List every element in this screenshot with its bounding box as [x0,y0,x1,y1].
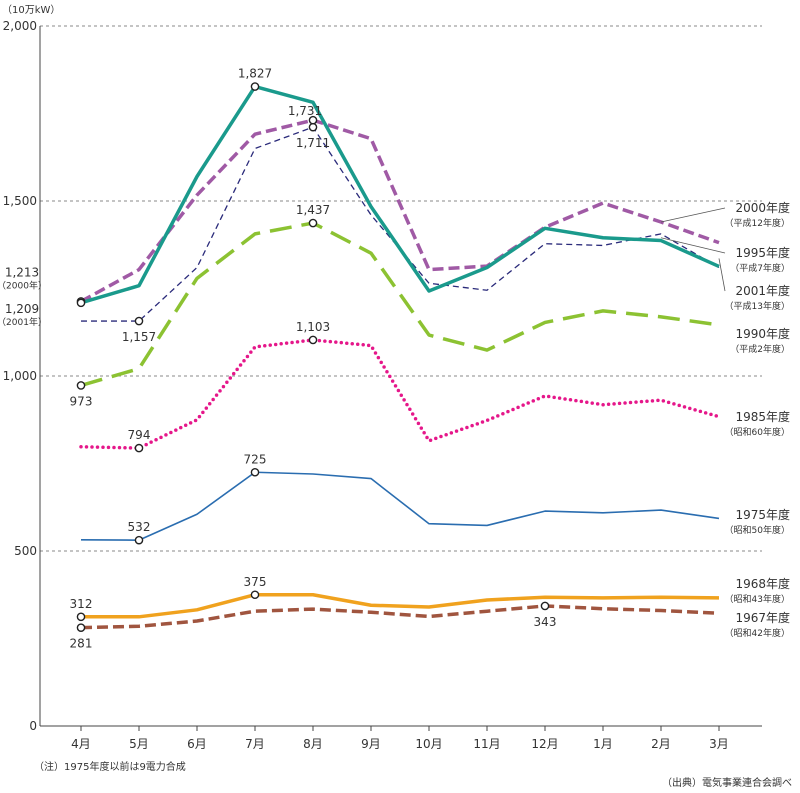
data-marker [250,82,260,91]
grid-lines [40,25,762,552]
legend-label: 2000年度 [735,200,790,215]
legend-label: 1975年度 [735,507,790,522]
legend-sublabel: （平成12年度） [725,217,790,229]
data-label-note: （2000年） [0,279,47,291]
legend-label: 1990年度 [735,326,790,341]
data-label: 1,209 [5,302,39,316]
data-label: 1,213 [5,265,39,279]
legend-sublabel: （昭和60年度） [725,426,790,438]
data-marker [76,612,86,622]
data-marker [134,535,144,545]
data-marker [308,335,318,345]
legend-connector [718,258,726,292]
data-label: 1,731 [288,104,322,118]
data-marker [250,467,260,477]
x-axis: 4月 5月 6月 7月 8月 9月 10月 11月 12月 1月 2月 3月 [40,725,762,751]
legend-sublabel: （昭和42年度） [725,627,790,639]
data-label: 725 [244,452,267,466]
data-label: 375 [244,575,267,589]
legend-sublabel: （平成7年度） [730,262,790,274]
data-marker [76,381,86,390]
data-marker [308,115,318,125]
data-marker [134,316,144,326]
x-tick-label: 10月 [415,737,442,751]
footnote: （注）1975年度以前は9電力合成 [34,760,186,773]
legend-label: 1985年度 [735,409,790,424]
legend-label: 1968年度 [735,576,790,591]
data-label: 973 [70,394,93,408]
x-tick-label: 4月 [71,737,91,751]
data-label: 312 [70,597,93,611]
legend-label: 1995年度 [735,245,790,260]
y-tick-label: 2,000 [3,19,37,33]
data-marker [134,443,144,453]
legend-connector [660,207,726,223]
data-marker [540,601,550,611]
data-marker [308,122,318,132]
series-lines [79,84,721,630]
y-tick-label: 0 [29,719,37,733]
series-line-1985年度 [79,338,721,450]
series-line-1967年度 [80,604,720,630]
series-line-2000年度 [80,118,720,303]
y-tick-label: 1,000 [3,369,37,383]
data-label: 343 [534,615,557,629]
series-line-2001年度 [80,84,720,305]
data-label: 1,437 [296,203,330,217]
x-tick-label: 8月 [303,737,323,751]
data-label: 281 [70,637,93,651]
x-tick-label: 3月 [709,737,729,751]
series-line-1990年度 [80,221,720,388]
source-note: （出典）電気事業連合会調べ [662,776,792,789]
x-tick-label: 6月 [187,737,207,751]
series-line-1968年度 [81,593,720,619]
data-label: 1,103 [296,320,330,334]
data-label: 1,157 [122,330,156,344]
data-markers: 281 343 312 375 532 725 794 1,103 973 1,437 1,157 1… [0,67,556,651]
legend-sublabel: （平成13年度） [725,300,790,312]
y-axis: 0 500 1,000 1,500 2,000 [3,19,41,733]
y-tick-label: 1,500 [3,194,37,208]
legend-label: 2001年度 [735,283,790,298]
x-tick-label: 5月 [129,737,149,751]
legend-sublabel: （昭和43年度） [725,593,790,605]
y-axis-unit: （10万kW） [2,4,60,16]
legend-connector [660,237,726,254]
y-tick-label: 500 [14,544,37,558]
data-marker [76,623,86,632]
x-tick-label: 12月 [531,737,558,751]
data-marker [308,218,318,228]
legend-label: 1967年度 [735,610,790,625]
x-tick-label: 11月 [473,737,500,751]
x-tick-label: 2月 [651,737,671,751]
data-label: 1,827 [238,67,272,81]
data-label: 794 [128,428,151,442]
data-label: 532 [128,520,151,534]
legend-sublabel: （平成2年度） [730,343,790,355]
x-tick-label: 9月 [361,737,381,751]
series-line-1995年度 [81,126,720,322]
data-marker [76,298,86,308]
legend: 1967年度 （昭和42年度） 1968年度 （昭和43年度） 1975年度 （昭和50年… [660,200,790,639]
data-label: 1,711 [296,136,330,150]
x-tick-label: 7月 [245,737,265,751]
series-line-1975年度 [80,471,720,541]
x-tick-label: 1月 [593,737,613,751]
legend-sublabel: （昭和50年度） [725,524,790,536]
data-marker [250,590,260,600]
data-label-note: （2001年） [0,316,47,328]
